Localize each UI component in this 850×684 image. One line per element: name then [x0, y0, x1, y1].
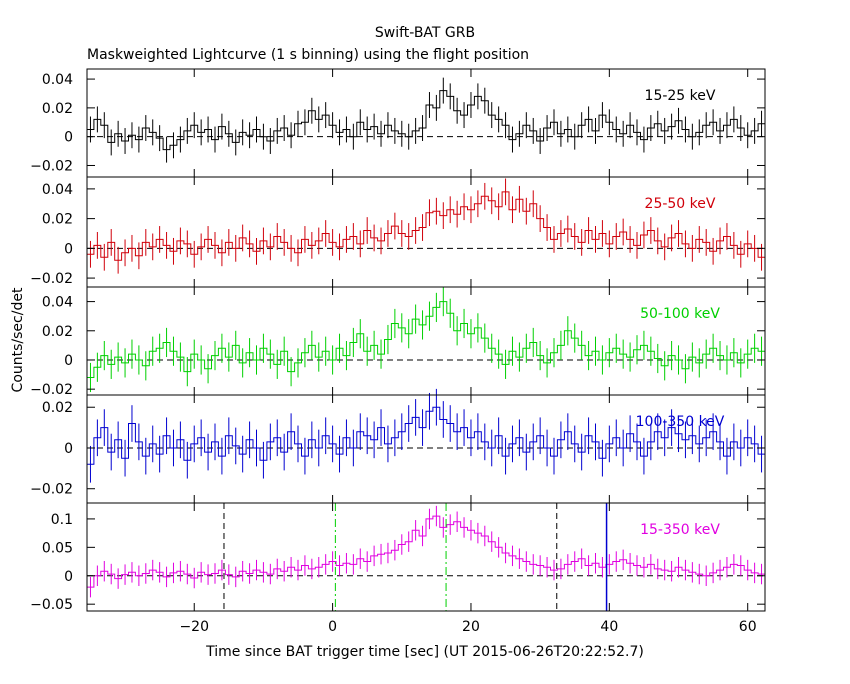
panel-1: −0.02 0 0.02 0.04 25-50 keV — [30, 176, 766, 288]
x-tick-label: 60 — [739, 619, 757, 635]
panel-3: −0.02 0 0.02 100-350 keV — [30, 388, 766, 504]
y-tick-label: 0.04 — [42, 182, 73, 198]
x-tick-label: −20 — [179, 619, 209, 635]
y-tick-label: 0.02 — [42, 324, 73, 340]
figure-subtitle: Maskweighted Lightcurve (1 s binning) us… — [87, 47, 529, 63]
y-tick-label: −0.05 — [30, 597, 73, 613]
band-label: 50-100 keV — [640, 306, 720, 322]
series-step-line — [87, 515, 765, 588]
series-step-line — [87, 301, 765, 378]
band-label: 25-50 keV — [645, 196, 716, 212]
x-tick-label: 0 — [328, 619, 337, 635]
panel-4: −0.05 0 0.05 0.1 −20 0 20 40 60 15-350 keV — [30, 502, 766, 635]
panel-0: −0.02 0 0.02 0.04 15-25 keV — [30, 68, 766, 178]
y-tick-label: 0.05 — [42, 540, 73, 556]
panel-frame — [86, 286, 766, 396]
series-step-line — [87, 90, 765, 151]
y-tick-label: 0 — [64, 130, 73, 146]
series-step-line — [87, 406, 765, 465]
x-axis-label: Time since BAT trigger time [sec] (UT 20… — [205, 644, 644, 660]
y-tick-label: 0.04 — [42, 295, 73, 311]
figure-title: Swift-BAT GRB — [375, 25, 475, 41]
y-tick-label: −0.02 — [30, 158, 73, 174]
y-tick-label: 0 — [64, 569, 73, 585]
y-tick-label: 0.02 — [42, 400, 73, 416]
series-step-line — [87, 191, 765, 261]
y-tick-label: 0.04 — [42, 72, 73, 88]
band-label: 100-350 keV — [636, 414, 725, 430]
panel-frame — [86, 176, 766, 288]
y-axis-label: Counts/sec/det — [10, 287, 26, 392]
y-tick-label: 0 — [64, 441, 73, 457]
panels-group: −0.02 0 0.02 0.04 15-25 keV −0.02 0 0.02 0.04 25-… — [30, 68, 766, 635]
y-tick-label: 0 — [64, 241, 73, 257]
y-tick-label: 0.02 — [42, 101, 73, 117]
y-tick-label: −0.02 — [30, 382, 73, 398]
x-tick-label: 40 — [600, 619, 618, 635]
band-label: 15-350 keV — [640, 522, 720, 538]
band-label: 15-25 keV — [645, 88, 716, 104]
y-tick-label: 0.02 — [42, 212, 73, 228]
y-tick-label: 0.1 — [51, 512, 73, 528]
y-tick-label: −0.02 — [30, 482, 73, 498]
y-tick-label: 0 — [64, 353, 73, 369]
panel-frame — [86, 502, 766, 612]
x-tick-label: 20 — [462, 619, 480, 635]
panel-2: −0.02 0 0.02 0.04 50-100 keV — [30, 286, 766, 398]
y-tick-label: −0.02 — [30, 271, 73, 287]
